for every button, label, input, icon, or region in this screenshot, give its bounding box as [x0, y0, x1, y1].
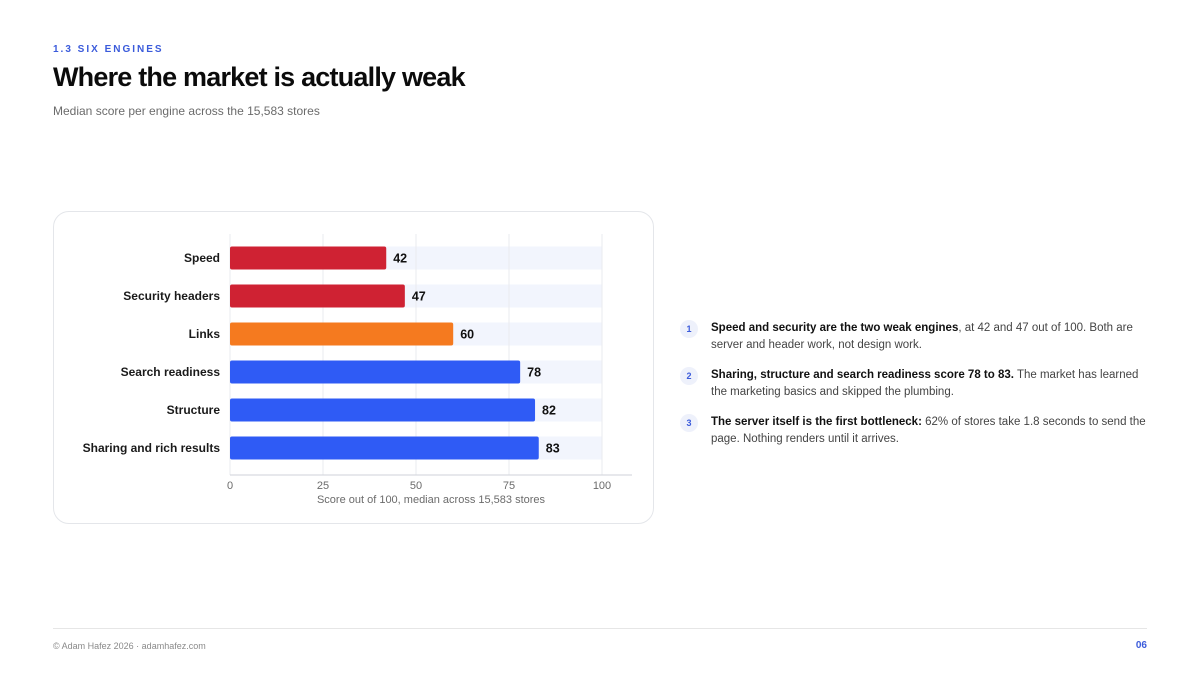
note-body: 62% of stores take 1.8 seconds to send t… — [711, 416, 1146, 445]
notes-list: 1 Speed and security are the two weak en… — [680, 320, 1150, 461]
bar — [230, 360, 521, 384]
bar — [230, 246, 387, 270]
data-label: 42 — [393, 252, 407, 266]
x-tick-label: 100 — [593, 480, 611, 492]
bar — [230, 322, 454, 346]
x-axis-label: Score out of 100, median across 15,583 s… — [317, 494, 546, 506]
section-eyebrow: 1.3 SIX ENGINES — [53, 44, 164, 55]
category-label: Security headers — [123, 289, 220, 303]
data-label: 78 — [527, 366, 541, 380]
note-headline: Sharing, structure and search readiness … — [711, 369, 1014, 381]
page-title: Where the market is actually weak — [53, 62, 466, 92]
chart-card: Speed 42 Security headers 47 Links 60 Search r… — [53, 211, 654, 524]
note-item: 3 The server itself is the first bottlen… — [680, 414, 1150, 448]
data-label: 83 — [546, 442, 560, 456]
x-tick-label: 50 — [410, 480, 422, 492]
category-label: Speed — [184, 251, 220, 265]
category-label: Structure — [167, 403, 221, 417]
bar-chart: Speed 42 Security headers 47 Links 60 Search r… — [83, 234, 632, 506]
category-label: Search readiness — [121, 365, 221, 379]
category-label: Links — [189, 327, 221, 341]
note-headline: The server itself is the first bottlenec… — [711, 416, 922, 428]
data-label: 60 — [460, 328, 474, 342]
bar — [230, 284, 405, 308]
x-tick-label: 25 — [317, 480, 329, 492]
bar — [230, 436, 539, 460]
note-number-badge: 3 — [680, 414, 698, 432]
note-body: , at 42 and 47 out of 100. Both are serv… — [711, 322, 1133, 351]
note-body: The market has learned the marketing bas… — [711, 369, 1139, 398]
footer-copyright: © Adam Hafez 2026 · adamhafez.com — [53, 641, 206, 651]
page-number: 06 — [1135, 640, 1147, 651]
page-subtitle: Median score per engine across the 15,58… — [53, 104, 320, 118]
note-item: 1 Speed and security are the two weak en… — [680, 320, 1150, 354]
category-label: Sharing and rich results — [83, 441, 221, 455]
data-label: 47 — [412, 290, 426, 304]
x-tick-label: 75 — [503, 480, 515, 492]
footer-divider — [53, 628, 1147, 629]
note-number-badge: 2 — [680, 367, 698, 385]
bar — [230, 398, 536, 422]
note-number-badge: 1 — [680, 320, 698, 338]
data-label: 82 — [542, 404, 556, 418]
x-tick-label: 0 — [227, 480, 233, 492]
note-item: 2 Sharing, structure and search readines… — [680, 367, 1150, 401]
note-headline: Speed and security are the two weak engi… — [711, 322, 959, 334]
